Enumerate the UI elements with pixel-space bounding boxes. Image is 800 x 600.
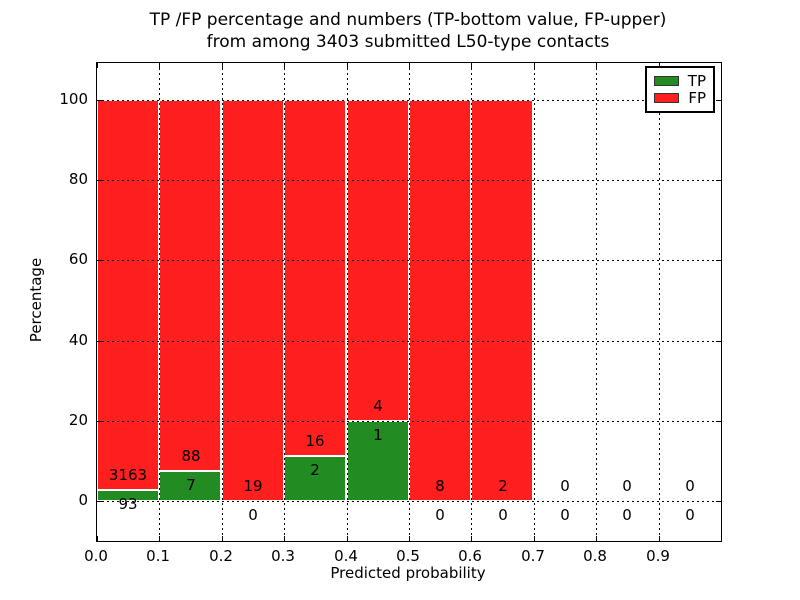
x-tick-mark <box>471 63 472 68</box>
y-tick-mark <box>97 260 102 261</box>
vertical-gridline <box>409 63 410 541</box>
legend-swatch-fp <box>654 93 680 103</box>
bar-label-tp-count: 0 <box>248 506 258 524</box>
vertical-gridline <box>222 63 223 541</box>
vertical-gridline <box>159 63 160 541</box>
bar-label-fp-count: 0 <box>685 477 695 495</box>
chart-title-line-1: TP /FP percentage and numbers (TP-bottom… <box>149 10 667 30</box>
bar-segment-tp <box>159 471 221 501</box>
bar-label-fp-count: 8 <box>435 477 445 495</box>
vertical-gridline <box>596 63 597 541</box>
bar-label-fp-count: 19 <box>243 477 263 495</box>
y-tick-mark <box>97 100 102 101</box>
x-tick-label: 0.7 <box>521 547 545 565</box>
bar-label-tp-count: 0 <box>498 506 508 524</box>
x-tick-mark <box>97 63 98 68</box>
bar-label-tp-count: 0 <box>435 506 445 524</box>
x-tick-label: 0.3 <box>271 547 295 565</box>
bar-segment-fp <box>159 100 221 471</box>
vertical-gridline <box>659 63 660 541</box>
x-tick-mark <box>471 536 472 541</box>
bar-segment-fp <box>97 100 159 490</box>
vertical-gridline <box>471 63 472 541</box>
bar-label-tp-count: 0 <box>685 506 695 524</box>
bar-label-fp-count: 4 <box>373 397 383 415</box>
bar-segment-tp <box>347 421 409 501</box>
x-tick-mark <box>347 536 348 541</box>
bar-segment-tp <box>97 490 159 501</box>
x-tick-mark <box>659 536 660 541</box>
x-tick-mark <box>409 536 410 541</box>
chart-title-line-2: from among 3403 submitted L50-type conta… <box>206 32 610 52</box>
y-tick-mark <box>97 421 102 422</box>
x-tick-mark <box>534 63 535 68</box>
legend-item-fp: FP <box>654 90 706 106</box>
x-tick-mark <box>159 536 160 541</box>
x-tick-mark <box>659 63 660 68</box>
y-tick-label: 60 <box>68 250 88 268</box>
x-tick-label: 0.0 <box>84 547 108 565</box>
x-tick-mark <box>97 536 98 541</box>
x-tick-label: 0.1 <box>146 547 170 565</box>
x-tick-mark <box>222 63 223 68</box>
x-tick-label: 0.5 <box>396 547 420 565</box>
x-tick-mark <box>284 63 285 68</box>
vertical-gridline <box>284 63 285 541</box>
x-tick-mark <box>159 63 160 68</box>
y-tick-mark <box>716 180 721 181</box>
x-tick-label: 0.8 <box>583 547 607 565</box>
legend-swatch-tp <box>654 76 679 86</box>
bar-label-tp-count: 93 <box>118 495 138 513</box>
x-tick-mark <box>222 536 223 541</box>
x-tick-mark <box>347 63 348 68</box>
x-tick-mark <box>284 536 285 541</box>
bar-label-tp-count: 2 <box>310 461 320 479</box>
y-tick-mark <box>716 260 721 261</box>
y-tick-mark <box>97 180 102 181</box>
bar-label-fp-count: 3163 <box>108 466 148 484</box>
plot-area: 3163 93 88 7 19 0 16 2 4 1 8 0 2 0 0 0 0 0 0 0 <box>96 62 722 542</box>
x-tick-label: 0.4 <box>334 547 358 565</box>
vertical-gridline <box>347 63 348 541</box>
y-tick-mark <box>716 421 721 422</box>
vertical-gridline <box>534 63 535 541</box>
x-axis-label: Predicted probability <box>330 564 486 582</box>
x-tick-mark <box>534 536 535 541</box>
bar-label-tp-count: 7 <box>186 476 196 494</box>
bar-label-tp-count: 0 <box>622 506 632 524</box>
bar-label-fp-count: 2 <box>498 477 508 495</box>
bar-label-tp-count: 0 <box>560 506 570 524</box>
x-tick-mark <box>596 536 597 541</box>
legend-label-tp: TP <box>687 72 706 90</box>
legend: TP FP <box>645 66 715 113</box>
y-tick-label: 20 <box>68 411 88 429</box>
bar-label-tp-count: 1 <box>373 426 383 444</box>
legend-label-fp: FP <box>688 89 706 107</box>
bar-label-fp-count: 0 <box>560 477 570 495</box>
chart-title: TP /FP percentage and numbers (TP-bottom… <box>8 9 800 53</box>
bar-segment-fp <box>222 100 284 501</box>
y-tick-label: 0 <box>78 491 88 509</box>
y-tick-mark <box>97 501 102 502</box>
x-tick-label: 0.6 <box>458 547 482 565</box>
y-tick-label: 100 <box>59 90 88 108</box>
bar-segment-fp <box>284 100 346 456</box>
y-tick-mark <box>716 100 721 101</box>
x-tick-label: 0.9 <box>646 547 670 565</box>
bar-label-fp-count: 16 <box>305 432 325 450</box>
y-tick-label: 80 <box>68 170 88 188</box>
legend-item-tp: TP <box>654 73 706 89</box>
bar-label-fp-count: 88 <box>181 447 201 465</box>
x-tick-mark <box>596 63 597 68</box>
x-tick-mark <box>409 63 410 68</box>
y-tick-label: 40 <box>68 331 88 349</box>
y-tick-mark <box>97 341 102 342</box>
x-tick-label: 0.2 <box>209 547 233 565</box>
bar-segment-fp <box>471 100 533 501</box>
bar-label-fp-count: 0 <box>622 477 632 495</box>
y-tick-mark <box>716 501 721 502</box>
y-tick-mark <box>716 341 721 342</box>
bar-segment-fp <box>409 100 471 501</box>
